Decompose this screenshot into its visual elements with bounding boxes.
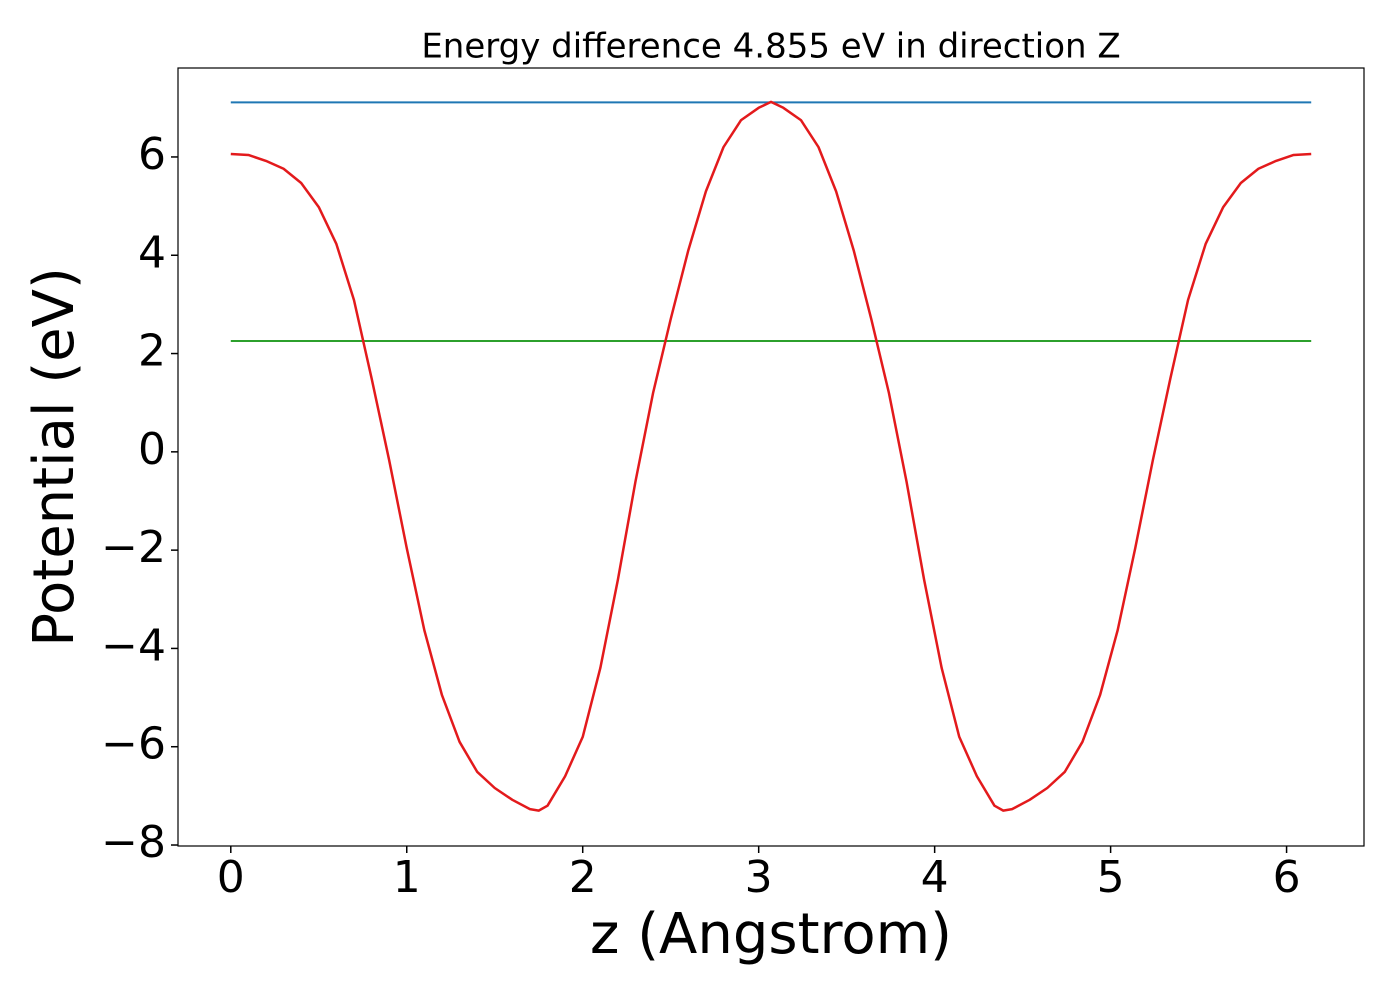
y-tick-label: −6 <box>101 719 166 770</box>
y-tick-label: 4 <box>138 227 166 278</box>
x-tick-label: 4 <box>921 852 949 903</box>
y-tick-label: −2 <box>101 522 166 573</box>
line-series <box>230 100 1312 812</box>
x-tick-label: 6 <box>1273 852 1301 903</box>
y-tick-label: −8 <box>101 817 166 868</box>
y-axis-label: Potential (eV) <box>22 267 87 647</box>
x-tick-label: 3 <box>745 852 773 903</box>
y-tick-label: 6 <box>138 129 166 180</box>
x-tick-label: 1 <box>393 852 421 903</box>
x-tick-label: 0 <box>217 852 245 903</box>
x-axis-label: z (Angstrom) <box>590 902 952 967</box>
y-tick-label: −4 <box>101 620 166 671</box>
y-tick-label: 2 <box>138 326 166 377</box>
x-tick-label: 5 <box>1097 852 1125 903</box>
x-tick-label: 2 <box>569 852 597 903</box>
y-tick-label: 0 <box>138 424 166 475</box>
plot-frame <box>177 67 1365 847</box>
chart-title: Energy difference 4.855 eV in direction … <box>421 27 1120 67</box>
